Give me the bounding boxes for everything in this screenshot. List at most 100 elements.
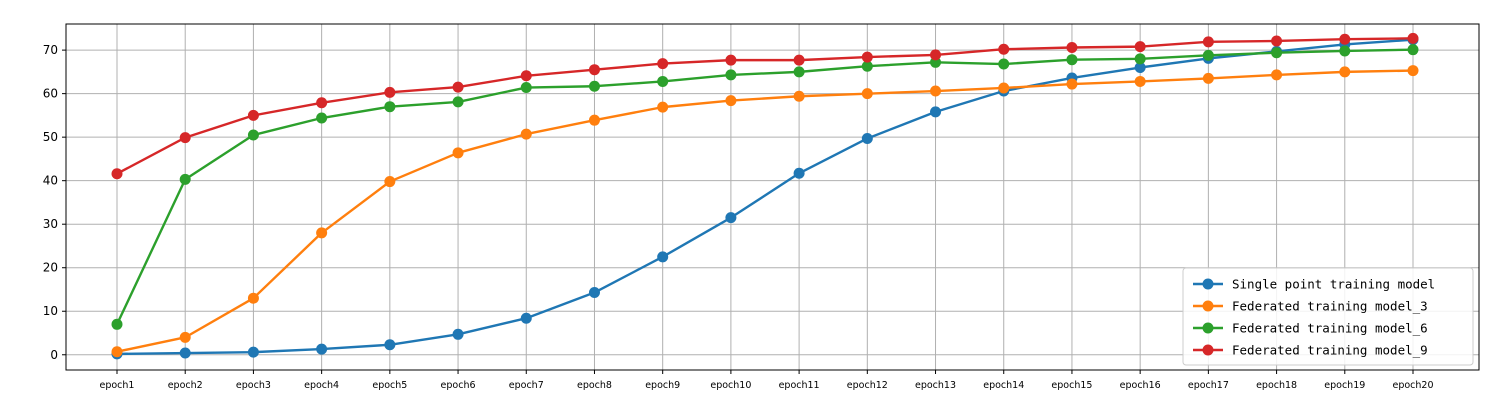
data-point	[179, 331, 191, 343]
data-point	[930, 85, 942, 97]
data-point	[520, 70, 532, 82]
data-point	[316, 227, 328, 239]
series-2	[111, 65, 1419, 358]
data-point	[1271, 47, 1283, 59]
data-point	[1066, 54, 1078, 66]
data-point	[588, 114, 600, 126]
data-point	[1134, 53, 1146, 65]
x-tick-label: epoch10	[710, 380, 751, 391]
x-tick-label: epoch9	[645, 380, 680, 391]
series-3	[111, 44, 1419, 330]
data-point	[588, 80, 600, 92]
data-point	[520, 82, 532, 94]
data-point	[247, 292, 259, 304]
data-point	[930, 49, 942, 61]
data-point	[793, 66, 805, 78]
data-point	[998, 58, 1010, 70]
data-point	[316, 97, 328, 109]
data-point	[725, 69, 737, 81]
data-point	[1339, 45, 1351, 57]
x-tick-label: epoch5	[372, 380, 407, 391]
data-point	[1339, 66, 1351, 78]
data-point	[384, 86, 396, 98]
legend-box	[1182, 267, 1474, 366]
x-tick-label: epoch12	[847, 380, 888, 391]
data-point	[316, 343, 328, 355]
legend-entry: Single point training model	[1193, 277, 1435, 292]
y-tick-label: 0	[50, 348, 58, 362]
data-point	[725, 95, 737, 107]
series-line	[115, 69, 1415, 353]
y-tick-label: 40	[43, 174, 58, 188]
plot-frame	[65, 23, 1480, 371]
data-point	[793, 54, 805, 66]
data-point	[384, 101, 396, 113]
data-point	[247, 109, 259, 121]
legend-marker	[1202, 278, 1214, 290]
data-point	[247, 346, 259, 358]
legend-label: Federated training model_9	[1232, 343, 1428, 358]
data-point	[1134, 75, 1146, 87]
data-point	[179, 347, 191, 359]
legend-label: Federated training model_6	[1232, 321, 1428, 336]
data-point	[452, 328, 464, 340]
y-tick-label: 50	[43, 130, 58, 144]
x-tick-label: epoch13	[915, 380, 956, 391]
data-point	[1407, 32, 1419, 44]
data-point	[657, 101, 669, 113]
legend: Single point training model Federated tra…	[1182, 267, 1474, 366]
x-tick-label: epoch1	[100, 380, 135, 391]
x-tick-label: epoch4	[304, 380, 339, 391]
data-point	[179, 173, 191, 185]
data-point	[1407, 44, 1419, 56]
legend-marker	[1202, 344, 1214, 356]
data-point	[998, 43, 1010, 55]
data-point	[1202, 36, 1214, 48]
series-line	[115, 38, 1415, 356]
data-point	[998, 82, 1010, 94]
data-point	[452, 96, 464, 108]
data-point	[1134, 62, 1146, 74]
data-point	[520, 128, 532, 140]
x-tick-label: epoch19	[1324, 380, 1365, 391]
legend-label: Single point training model	[1232, 277, 1435, 292]
x-tick-label: epoch7	[509, 380, 544, 391]
x-tick-label: epoch2	[168, 380, 203, 391]
data-point	[657, 58, 669, 70]
data-point	[1339, 33, 1351, 45]
data-point	[861, 51, 873, 63]
data-point	[1271, 69, 1283, 81]
data-point	[657, 251, 669, 263]
data-point	[861, 88, 873, 100]
x-tick-label: epoch3	[236, 380, 271, 391]
data-point	[861, 132, 873, 144]
legend-entry: Federated training model_6	[1193, 321, 1428, 336]
data-point	[384, 176, 396, 188]
data-point	[588, 64, 600, 76]
data-point	[1066, 78, 1078, 90]
data-point	[111, 346, 123, 358]
series-1	[111, 34, 1419, 360]
y-tick-label: 70	[43, 43, 58, 57]
y-axis: 0 10 20 30 40 50 60 70	[43, 43, 66, 362]
series-line	[115, 37, 1415, 175]
y-tick-label: 30	[43, 217, 58, 231]
y-tick-label: 10	[43, 304, 58, 318]
x-tick-label: epoch16	[1120, 380, 1161, 391]
data-point	[1271, 35, 1283, 47]
data-point	[1202, 72, 1214, 84]
data-point	[725, 54, 737, 66]
x-tick-label: epoch11	[779, 380, 820, 391]
legend-marker	[1202, 322, 1214, 334]
x-tick-label: epoch6	[441, 380, 476, 391]
legend-label: Federated training model_3	[1232, 299, 1428, 314]
data-point	[452, 81, 464, 93]
x-tick-label: epoch20	[1392, 380, 1433, 391]
data-point	[1066, 42, 1078, 54]
x-tick-label: epoch15	[1051, 380, 1092, 391]
x-tick-label: epoch8	[577, 380, 612, 391]
data-point	[179, 132, 191, 144]
data-point	[793, 90, 805, 102]
data-point	[111, 318, 123, 330]
